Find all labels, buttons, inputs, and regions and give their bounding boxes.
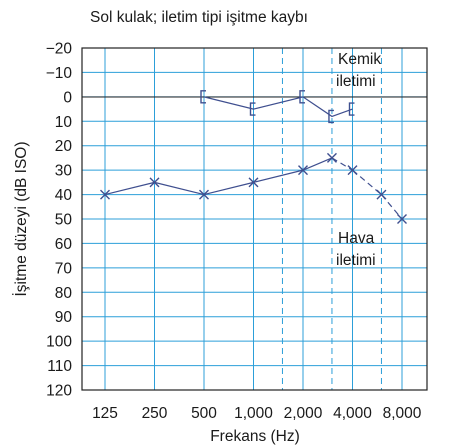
hava-iletimi-point xyxy=(199,189,209,200)
hava-iletimi-segment xyxy=(154,181,205,196)
hava-iletimi-point xyxy=(248,177,259,188)
kemik-label-line-1: Kemik xyxy=(338,51,381,68)
y-tick-label: 80 xyxy=(55,285,73,302)
y-tick-label: 110 xyxy=(47,358,72,375)
kemik-iletimi-point xyxy=(328,109,334,124)
kemik-iletimi-point xyxy=(299,90,305,104)
y-tick-label: 100 xyxy=(46,334,72,351)
x-tick-label: 2,000 xyxy=(284,405,323,422)
x-tick-label: 1,000 xyxy=(234,405,273,422)
x-axis: 125 250 500 1,000 2,000 4,000 8,000 xyxy=(92,405,422,422)
hava-iletimi-point xyxy=(397,214,407,224)
x-tick-label: 500 xyxy=(191,405,217,422)
kemik-iletimi-label: Kemik iletimi xyxy=(336,51,385,90)
hava-iletimi-point xyxy=(326,152,337,163)
y-tick-label: 120 xyxy=(46,383,72,400)
y-tick-label: 70 xyxy=(55,260,73,277)
hava-iletimi-point xyxy=(149,177,160,188)
y-tick-label: 10 xyxy=(55,114,73,131)
hava-iletimi-segment xyxy=(104,181,155,196)
y-axis: −20 −10 0 10 20 30 40 50 60 70 80 90 100 110 120 xyxy=(46,41,73,400)
y-tick-label: 90 xyxy=(55,309,73,326)
y-axis-label: İşitme düzeyi (dB ISO) xyxy=(12,141,30,296)
y-tick-label: −10 xyxy=(46,65,73,82)
hava-iletimi-segment xyxy=(331,157,353,171)
y-tick-label: 20 xyxy=(55,138,73,155)
hava-iletimi-segment xyxy=(302,157,333,171)
grid xyxy=(82,48,427,390)
kemik-label-line-2: iletimi xyxy=(336,73,376,90)
x-tick-label: 8,000 xyxy=(383,405,422,422)
plot-frame xyxy=(81,47,428,391)
hava-iletimi-point xyxy=(376,189,387,200)
y-tick-label: 30 xyxy=(55,163,73,180)
series xyxy=(100,90,407,224)
hava-iletimi-label: Hava iletimi xyxy=(336,230,379,269)
y-tick-label: 60 xyxy=(55,236,73,253)
x-axis-label: Frekans (Hz) xyxy=(210,428,300,445)
x-tick-label: 250 xyxy=(142,405,168,422)
hava-label-line-1: Hava xyxy=(338,230,375,247)
kemik-iletimi-point xyxy=(348,102,355,116)
y-tick-label: 40 xyxy=(55,187,73,204)
x-tick-label: 125 xyxy=(92,405,118,422)
hava-iletimi-point xyxy=(298,165,308,176)
kemik-iletimi-point xyxy=(249,102,256,116)
x-tick-label: 4,000 xyxy=(333,405,372,422)
kemik-iletimi-line xyxy=(203,96,353,118)
kemik-iletimi-point xyxy=(200,90,206,104)
hava-iletimi-segment xyxy=(253,169,304,183)
hava-iletimi-segment xyxy=(203,181,254,196)
y-tick-label: 0 xyxy=(63,89,72,106)
hava-label-line-2: iletimi xyxy=(336,252,376,269)
chart-title: Sol kulak; iletim tipi işitme kaybı xyxy=(90,9,308,26)
y-tick-label: 50 xyxy=(55,212,73,229)
hava-iletimi-point xyxy=(100,189,110,200)
y-tick-label: −20 xyxy=(46,41,73,58)
hava-iletimi-point xyxy=(347,165,358,176)
